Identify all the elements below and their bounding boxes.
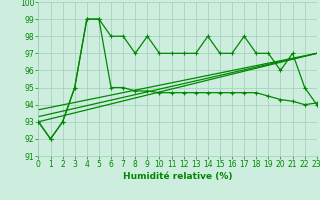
X-axis label: Humidité relative (%): Humidité relative (%)	[123, 172, 232, 181]
